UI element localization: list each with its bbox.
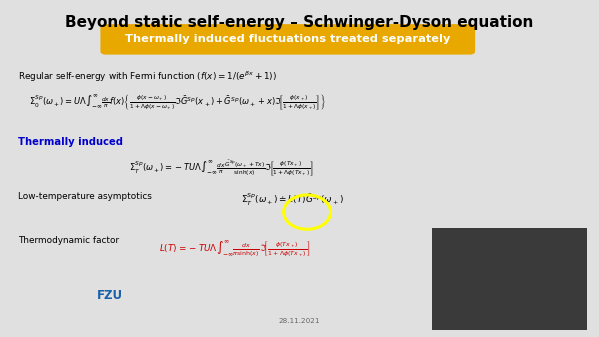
Text: 28.11.2021: 28.11.2021	[279, 318, 320, 325]
FancyBboxPatch shape	[101, 25, 474, 54]
Text: Thermally induced: Thermally induced	[18, 137, 123, 147]
Text: Regular self-energy with Fermi function $(f(x) = 1/(e^{\beta x}+1))$: Regular self-energy with Fermi function …	[18, 69, 277, 84]
Text: $\Sigma_T^{Sp}(\omega_+) = -TU\Lambda\int_{-\infty}^{\infty}\frac{dx}{\pi}\frac{: $\Sigma_T^{Sp}(\omega_+) = -TU\Lambda\in…	[129, 159, 314, 178]
Text: Beyond static self-energy – Schwinger-Dyson equation: Beyond static self-energy – Schwinger-Dy…	[65, 15, 534, 30]
Text: $\Sigma_0^{Sp}(\omega_+) = U\Lambda\int_{-\infty}^{\infty}\frac{dx}{\pi}f(x)\lef: $\Sigma_0^{Sp}(\omega_+) = U\Lambda\int_…	[29, 93, 327, 112]
FancyBboxPatch shape	[431, 228, 587, 330]
Text: Thermally induced fluctuations treated separately: Thermally induced fluctuations treated s…	[125, 34, 450, 44]
Text: Thermodynamic factor: Thermodynamic factor	[18, 236, 119, 245]
Text: $L(T) = -TU\Lambda\int_{-\infty}^{\infty}\frac{dx}{\pi\sinh(x)}\Im\!\left[\frac{: $L(T) = -TU\Lambda\int_{-\infty}^{\infty…	[159, 239, 310, 259]
Text: $\Sigma_T^{Sp}(\omega_+) \doteq L(T)\bar{G}^{Sp}(\omega_+)$: $\Sigma_T^{Sp}(\omega_+) \doteq L(T)\bar…	[241, 192, 344, 208]
Text: FZU: FZU	[97, 289, 123, 302]
Text: Low-temperature asymptotics: Low-temperature asymptotics	[18, 192, 152, 201]
